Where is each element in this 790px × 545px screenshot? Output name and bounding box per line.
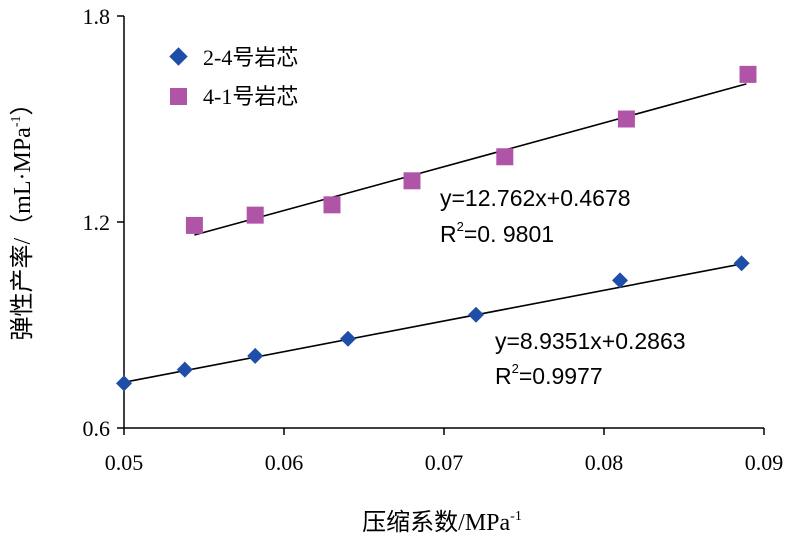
fit-line-series-1 xyxy=(123,263,742,384)
r2-text-series-1: R2=0.9977 xyxy=(495,361,603,389)
x-tick-label: 0.08 xyxy=(585,450,624,475)
equation-text-series-1: y=8.9351x+0.2863 xyxy=(495,328,686,354)
x-tick-label: 0.07 xyxy=(425,450,464,475)
x-tick-label: 0.09 xyxy=(745,450,784,475)
y-tick-label: 0.6 xyxy=(83,416,111,441)
y-tick-label: 1.8 xyxy=(83,4,111,29)
data-point-series-1 xyxy=(340,330,356,347)
legend-marker-square xyxy=(170,88,187,105)
y-ticks: 0.6 1.2 1.8 xyxy=(83,4,124,441)
y-tick-label: 1.2 xyxy=(83,210,111,235)
data-point-series-2 xyxy=(496,148,514,166)
data-point-series-2 xyxy=(403,172,421,190)
data-point-series-2 xyxy=(246,206,264,224)
data-point-series-1 xyxy=(116,375,132,392)
equation-series-1: y=8.9351x+0.2863 R2=0.9977 xyxy=(495,328,686,389)
r2-text-series-2: R2=0. 9801 xyxy=(440,219,554,247)
legend-label-series-2: 4-1号岩芯 xyxy=(203,84,298,109)
x-tick-label: 0.05 xyxy=(105,450,144,475)
data-point-series-1 xyxy=(247,347,264,364)
data-point-series-1 xyxy=(612,272,628,289)
x-tick-label: 0.06 xyxy=(265,450,304,475)
x-ticks: 0.05 0.06 0.07 0.08 0.09 xyxy=(105,428,784,475)
data-point-series-2 xyxy=(185,216,203,234)
equation-series-2: y=12.762x+0.4678 R2=0. 9801 xyxy=(440,185,631,247)
legend-label-series-1: 2-4号岩芯 xyxy=(203,45,298,70)
x-axis-title: 压缩系数/MPa-1 xyxy=(362,509,522,536)
data-point-series-2 xyxy=(739,65,757,83)
data-point-series-1 xyxy=(468,306,484,323)
fit-line-series-2 xyxy=(194,83,747,236)
equation-text-series-2: y=12.762x+0.4678 xyxy=(440,185,631,211)
data-point-series-2 xyxy=(323,196,341,214)
legend-marker-diamond xyxy=(169,47,188,66)
markers xyxy=(116,65,757,392)
data-point-series-2 xyxy=(617,110,635,128)
legend: 2-4号岩芯 4-1号岩芯 xyxy=(169,45,298,109)
data-point-series-1 xyxy=(733,255,750,272)
y-axis-title: 弹性产率/（mL·MPa-1） xyxy=(9,92,36,341)
fit-lines xyxy=(123,83,747,384)
data-point-series-1 xyxy=(176,361,193,378)
